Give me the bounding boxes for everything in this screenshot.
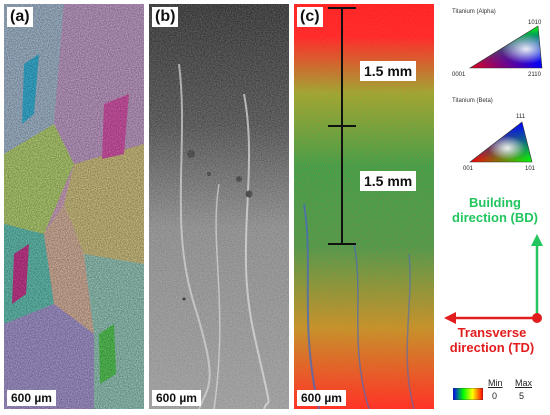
ipf-map-image [4, 4, 144, 409]
colorbar-min-label: Min [488, 378, 503, 388]
transverse-direction-label: Transverse direction (TD) [449, 325, 535, 355]
transverse-arrow-head [444, 312, 456, 324]
grayscale-map-image [149, 4, 289, 409]
panel-b-scale-bar: 600 µm [152, 390, 201, 406]
panel-a-ipf-map: (a) 600 µm [4, 4, 144, 409]
alpha-label-2110: 2110 [528, 72, 541, 78]
panel-b-grayscale-map: (b) 600 µm [149, 4, 289, 409]
panel-c-label: (c) [297, 7, 323, 27]
colorbar-max-value: 5 [519, 391, 525, 401]
beta-label-101: 101 [525, 166, 536, 172]
beta-ipf-triangle [469, 121, 533, 163]
panel-c-scale-bar: 600 µm [297, 390, 346, 406]
measurement-label-top: 1.5 mm [360, 61, 417, 81]
legend-alpha-title: Titanium (Alpha) [452, 9, 496, 15]
panel-b-label: (b) [152, 7, 179, 27]
legend-beta-title: Titanium (Beta) [452, 98, 493, 104]
colorbar-max-label: Max [515, 378, 533, 388]
building-direction-label: Building direction (BD) [452, 195, 538, 225]
beta-label-001: 001 [463, 166, 474, 172]
measurement-bars [328, 7, 356, 245]
colorbar-min-value: 0 [492, 391, 498, 401]
direction-axes [444, 234, 543, 324]
panel-a-scale-bar: 600 µm [7, 390, 56, 406]
panel-c-kam-map: (c) 1.5 mm 1.5 mm 600 µm [294, 4, 434, 409]
alpha-ipf-triangle [468, 25, 543, 69]
beta-label-111: 111 [516, 114, 526, 120]
panel-a-label: (a) [7, 7, 33, 27]
kam-colorbar [453, 388, 483, 400]
alpha-label-0001: 0001 [452, 72, 466, 78]
alpha-label-1010: 1010 [528, 20, 542, 26]
kam-map-image [294, 4, 434, 409]
building-arrow-head [531, 234, 543, 246]
measurement-label-bottom: 1.5 mm [360, 171, 417, 191]
